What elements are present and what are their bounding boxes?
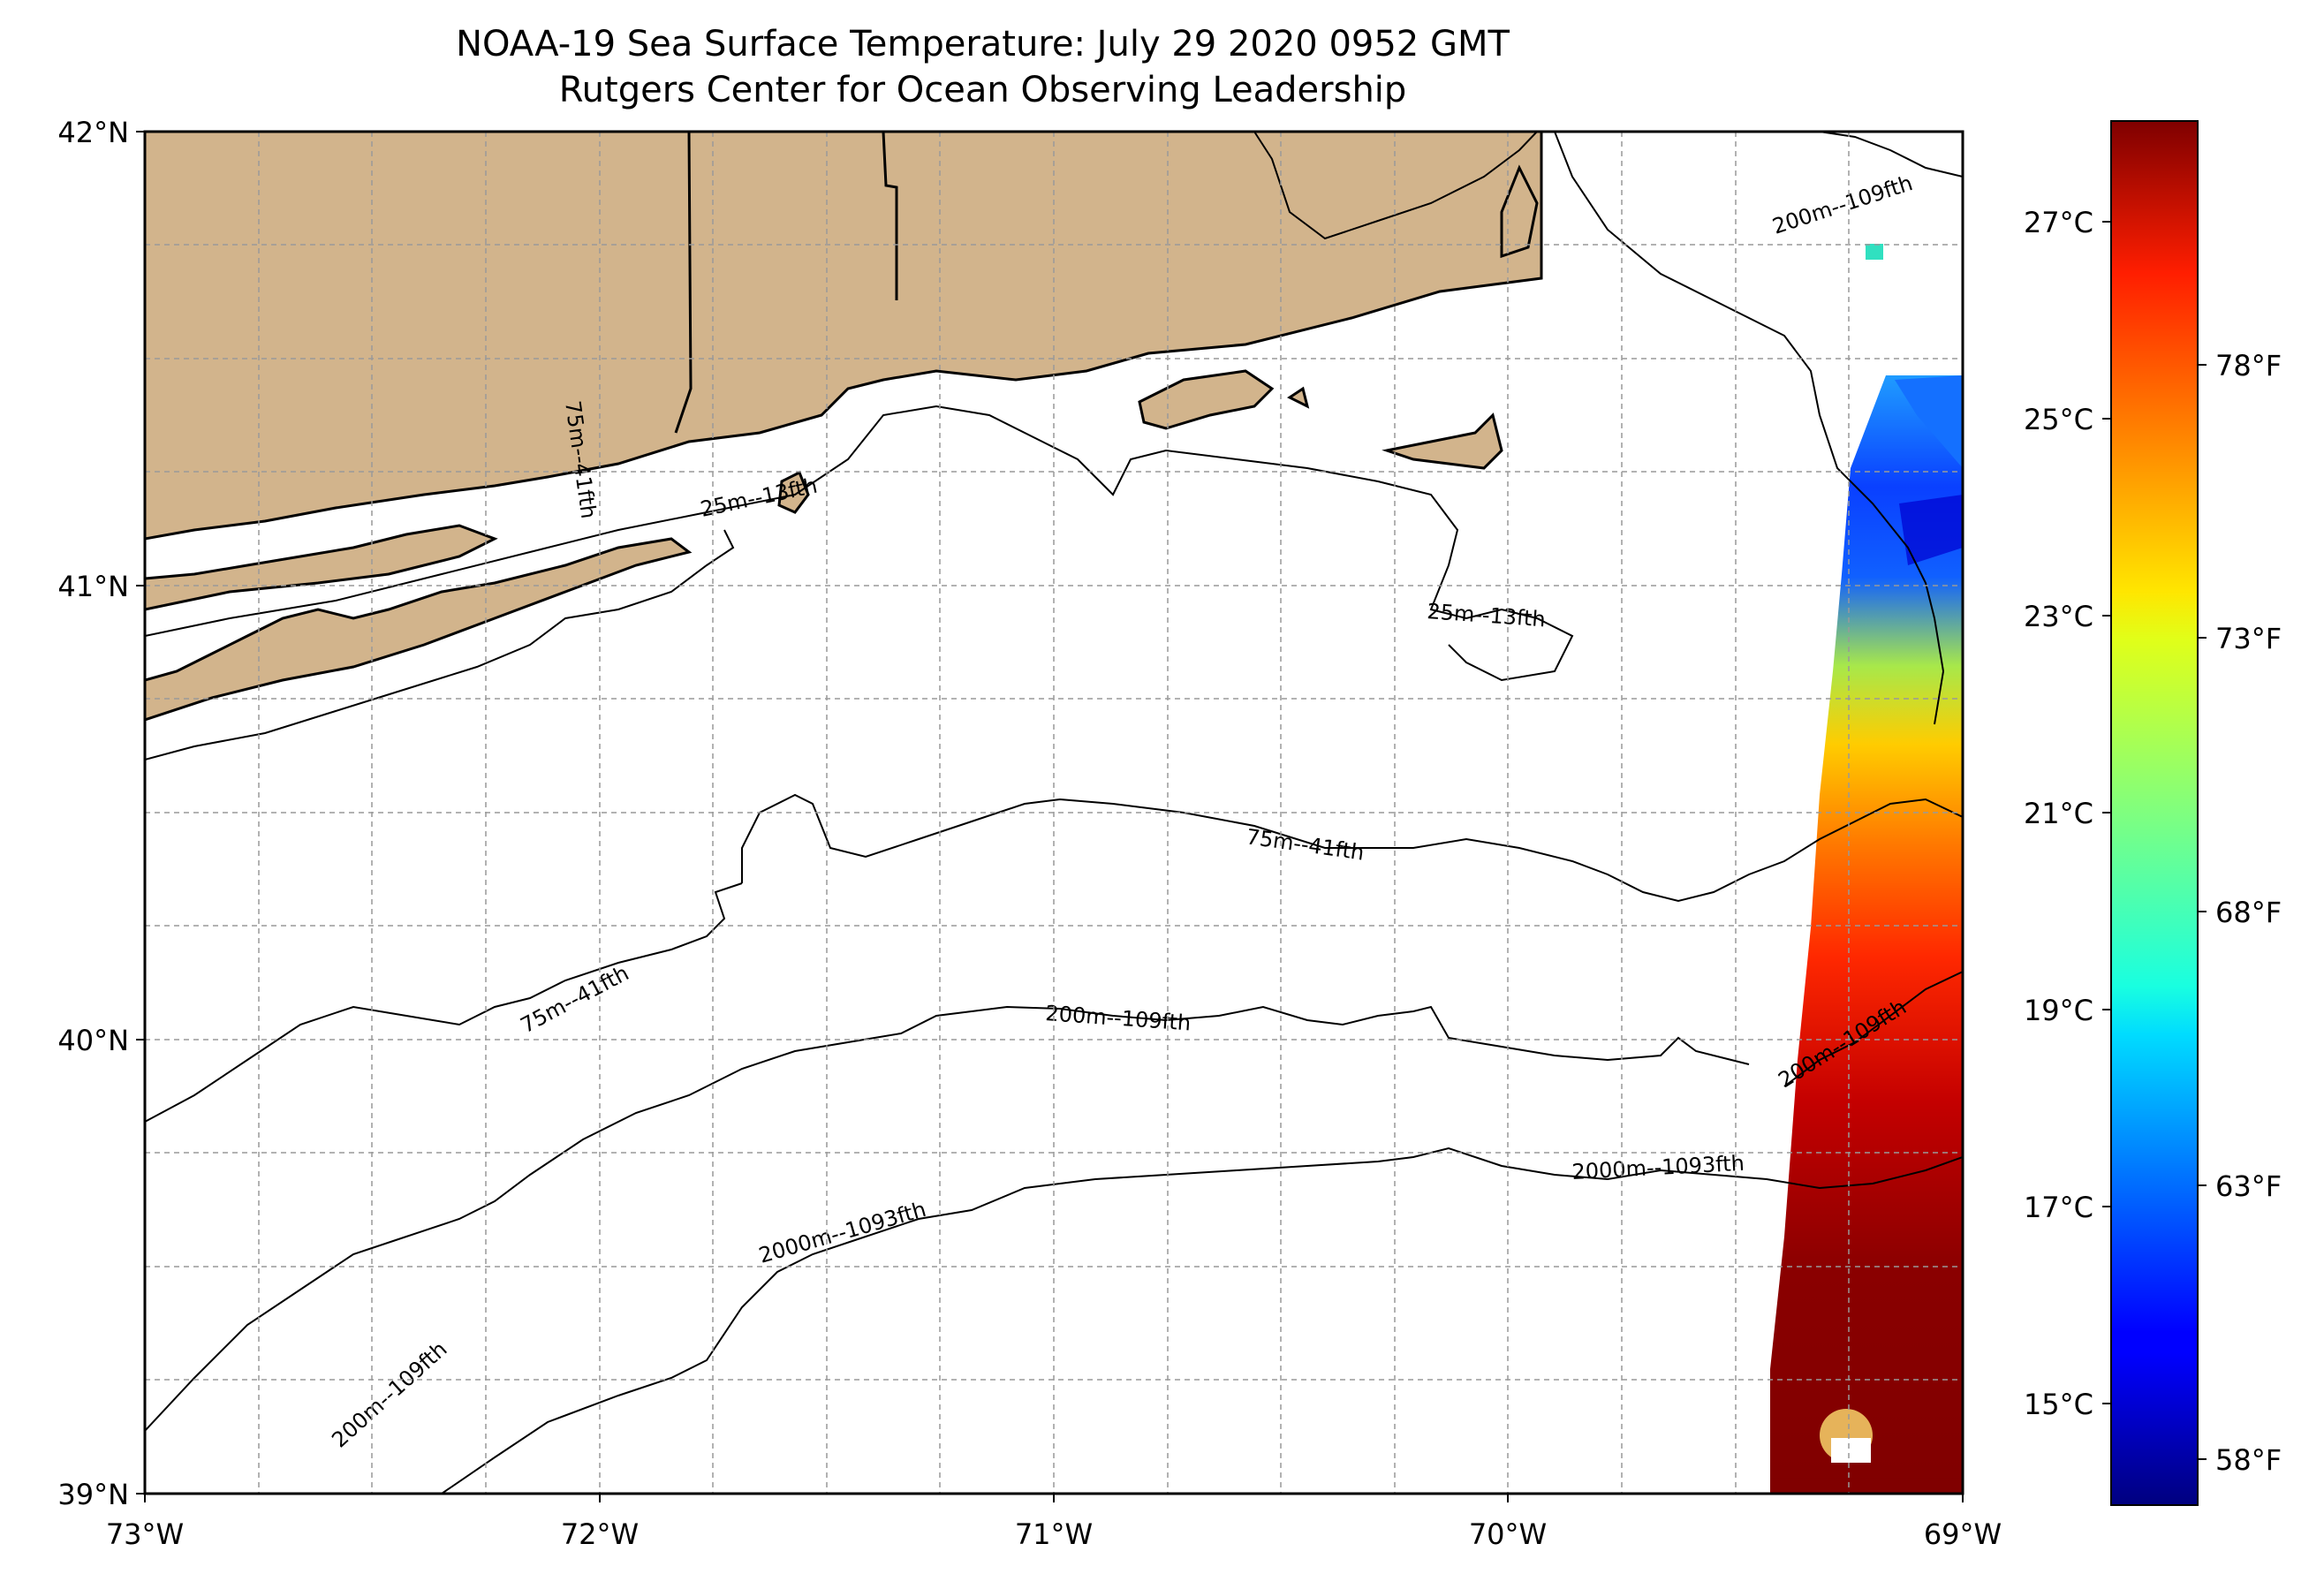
colorbar-fahrenheit-ticks [2198, 364, 2207, 1460]
land-long-island [145, 537, 693, 722]
map-subtitle: Rutgers Center for Ocean Observing Leade… [558, 70, 1407, 110]
sst-cloud-gap-2 [1831, 1438, 1871, 1463]
colorbar-label-68f: 68°F [2215, 896, 2282, 929]
colorbar-label-23c: 23°C [2024, 600, 2093, 633]
colorbar-label-15c: 15°C [2024, 1388, 2093, 1421]
contour-25m-south [145, 529, 735, 761]
sst-swath [1770, 375, 1963, 1494]
colorbar-label-58f: 58°F [2215, 1443, 2282, 1477]
sst-swath-top [1895, 375, 1963, 468]
gridlines [145, 132, 1963, 1494]
lon-label-73w: 73°W [106, 1517, 184, 1551]
contour-75m-ne [1253, 132, 1538, 240]
sst-deep-blue [1899, 495, 1963, 565]
colorbar-celsius-ticks [2102, 221, 2111, 1404]
contour-25m [145, 405, 1574, 682]
colorbar-label-19c: 19°C [2024, 994, 2093, 1027]
land-marthas-vineyard [1138, 369, 1275, 430]
lat-label-40n: 40°N [57, 1024, 129, 1057]
land-long-island-north [145, 524, 498, 611]
contour-2000m [441, 1146, 1963, 1494]
ri-ma-border [882, 132, 898, 300]
colorbar-label-63f: 63°F [2215, 1169, 2282, 1203]
contour-75m-north [741, 793, 1963, 903]
lon-label-72w: 72°W [561, 1517, 639, 1551]
contour-75m-south [145, 882, 743, 1123]
land-nantucket [1382, 412, 1503, 470]
contours [145, 132, 1963, 1494]
contour-200m-ne-2 [1819, 132, 1963, 178]
land-cape-cod [1500, 164, 1539, 259]
colorbar-label-21c: 21°C [2024, 797, 2093, 830]
colorbar-label-27c: 27°C [2024, 206, 2093, 239]
land-elizabeth-islands [1287, 386, 1310, 409]
lat-label-39n: 39°N [57, 1478, 129, 1511]
colorbar-label-17c: 17°C [2024, 1191, 2093, 1224]
lon-label-69w: 69°W [1924, 1517, 2002, 1551]
land-connecticut-rhode-island [145, 132, 1543, 541]
land [145, 132, 1543, 722]
axis-ticks [136, 131, 1964, 1502]
land-block-island [777, 470, 810, 514]
lon-label-70w: 70°W [1469, 1517, 1547, 1551]
contour-200m-east [1783, 971, 1963, 1087]
colorbar-label-78f: 78°F [2215, 349, 2282, 382]
lat-label-42n: 42°N [57, 116, 129, 149]
lat-label-41n: 41°N [57, 570, 129, 603]
borders [674, 132, 898, 434]
colorbar [2110, 120, 2199, 1506]
map-title: NOAA-19 Sea Surface Temperature: July 29… [456, 24, 1510, 64]
ct-ri-border [674, 132, 693, 434]
lon-label-71w: 71°W [1015, 1517, 1093, 1551]
colorbar-label-73f: 73°F [2215, 622, 2282, 655]
sst-speck [1866, 244, 1883, 260]
contour-200m [145, 1005, 1750, 1432]
colorbar-label-25c: 25°C [2024, 403, 2093, 436]
